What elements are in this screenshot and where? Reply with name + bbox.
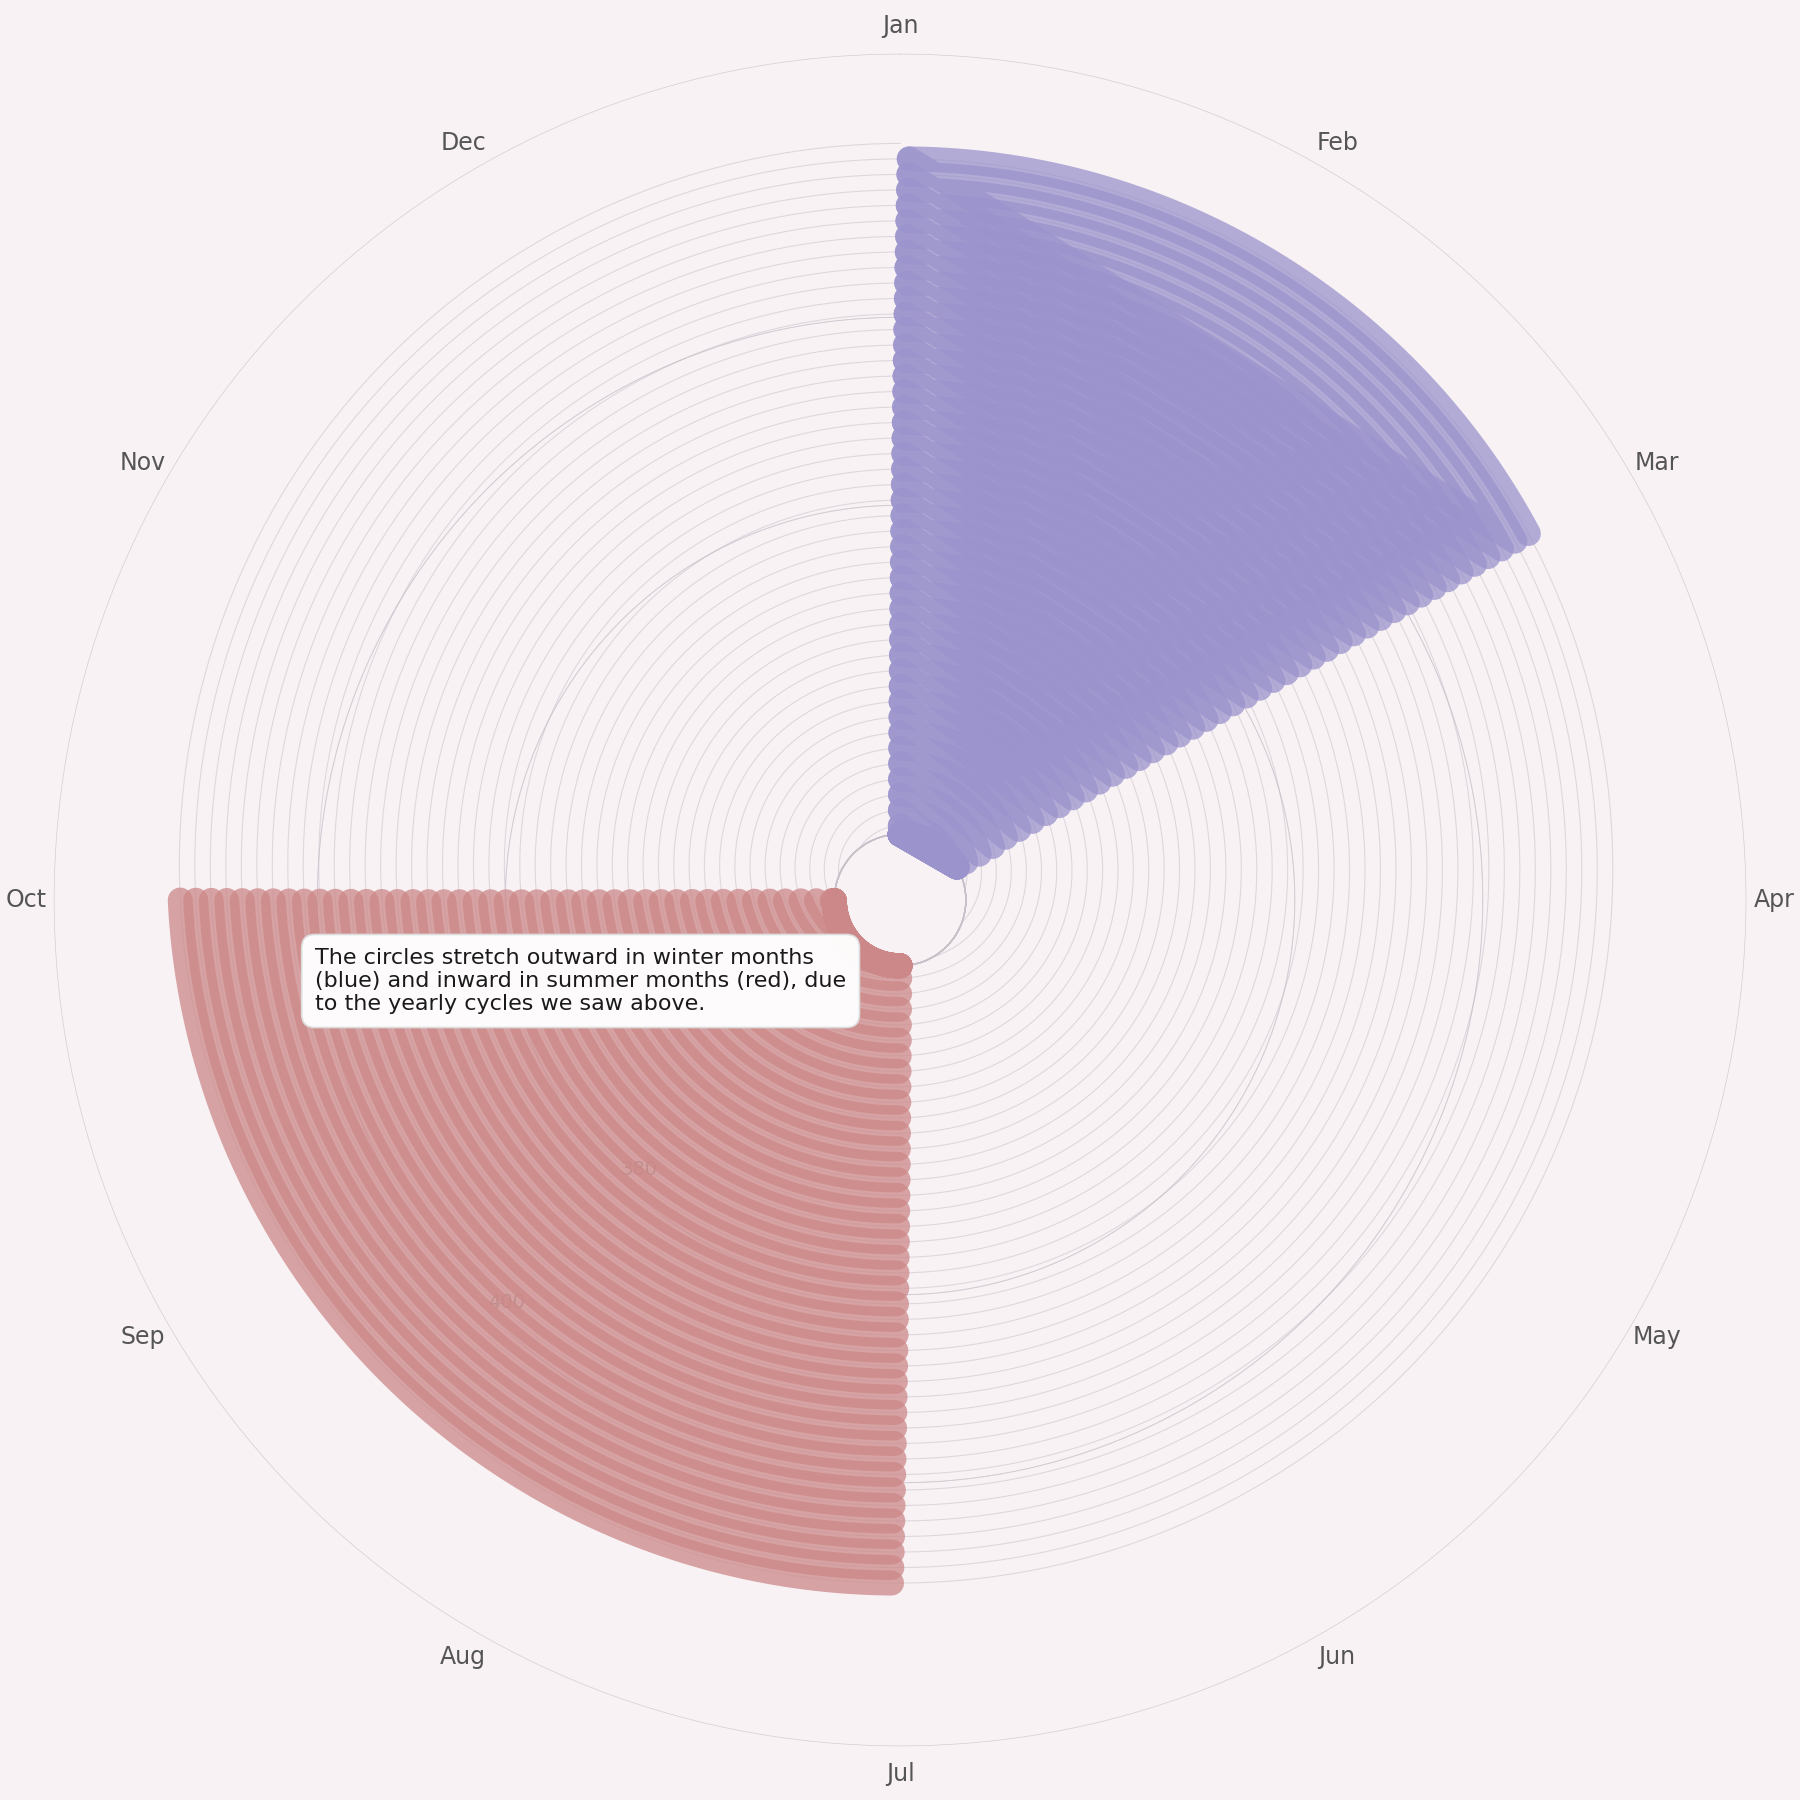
Text: Jul: Jul [886,1762,914,1786]
Text: Nov: Nov [121,452,166,475]
Text: Sep: Sep [121,1325,166,1348]
Text: Feb: Feb [1316,131,1357,155]
Text: Jun: Jun [1319,1645,1355,1669]
Text: May: May [1633,1325,1681,1348]
Text: Mar: Mar [1634,452,1679,475]
Text: Dec: Dec [441,131,486,155]
Text: Jan: Jan [882,14,918,38]
Text: Oct: Oct [5,887,47,913]
Text: Aug: Aug [439,1645,486,1669]
Text: The circles stretch outward in winter months
(blue) and inward in summer months : The circles stretch outward in winter mo… [315,949,846,1013]
Text: Apr: Apr [1753,887,1795,913]
